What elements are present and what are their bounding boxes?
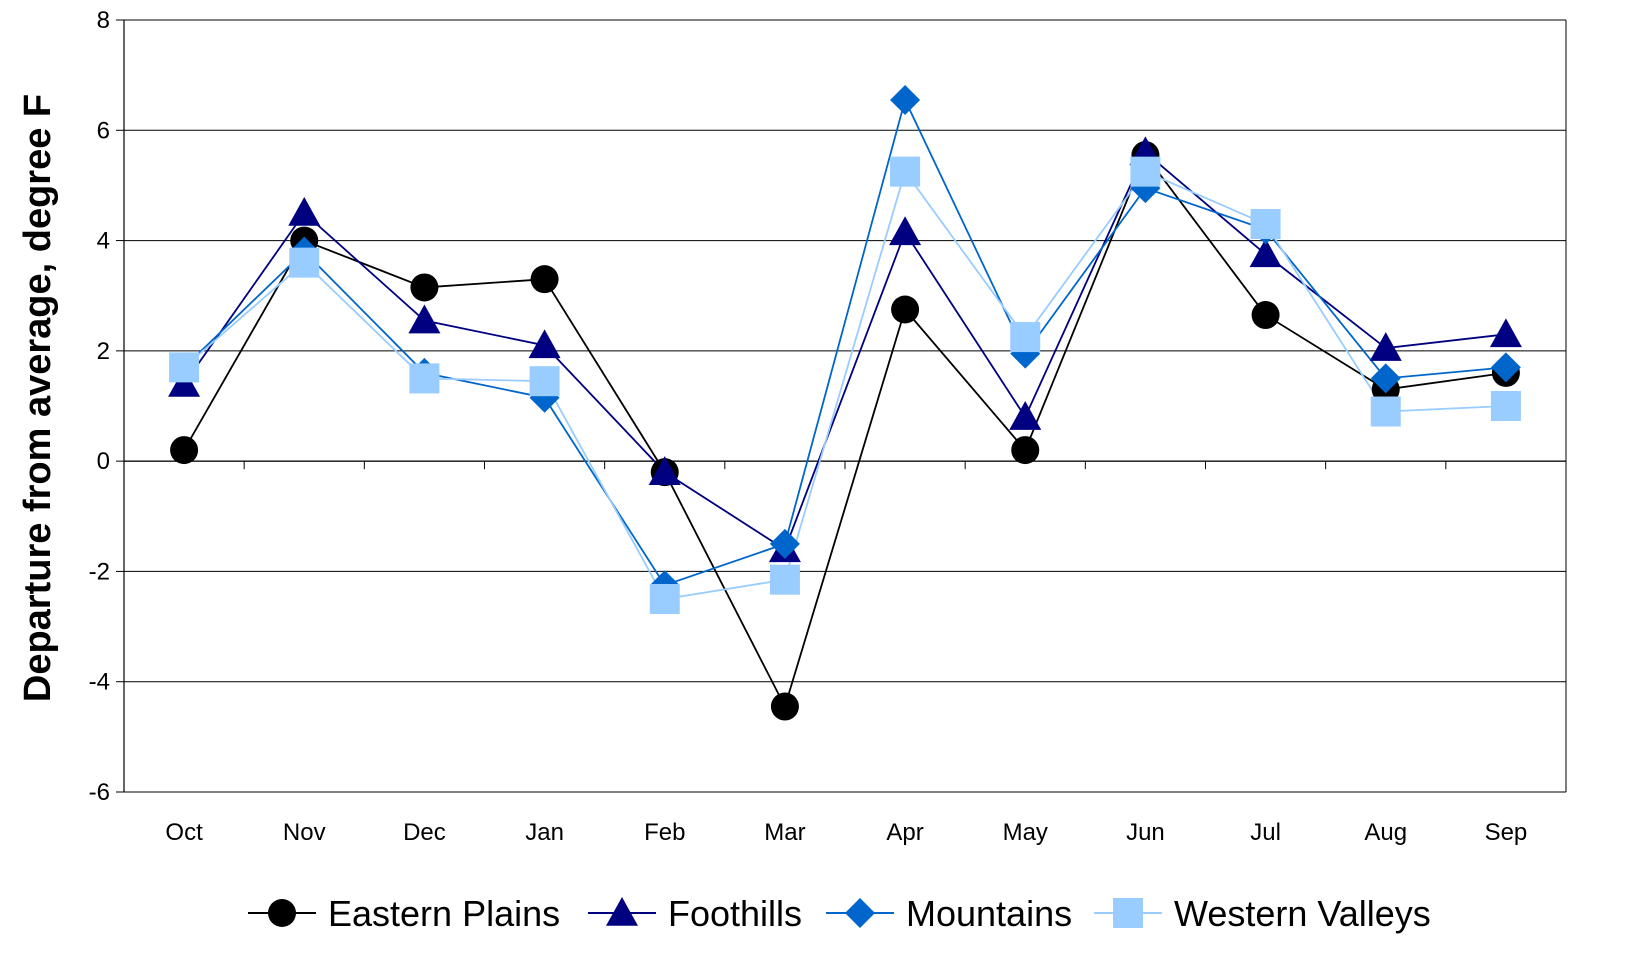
data-point [1490, 391, 1521, 421]
gridlines [124, 19, 1566, 793]
x-tick-label: Oct [165, 819, 203, 846]
data-point [289, 247, 320, 278]
data-point [890, 156, 921, 187]
legend-marker-icon [1113, 898, 1143, 928]
data-point [1011, 436, 1040, 465]
data-point [891, 295, 920, 324]
x-tick-label: Sep [1485, 819, 1528, 846]
series-points-eastern-plains [170, 141, 1520, 721]
legend-item-western-valleys: Western Valleys [1094, 893, 1431, 934]
legend-item-foothills: Foothills [588, 893, 802, 934]
data-point [1489, 318, 1522, 348]
series-lines [183, 97, 1507, 709]
series-line-eastern-plains [183, 153, 1507, 709]
y-tick-label: 8 [97, 7, 110, 34]
data-point [170, 436, 199, 465]
data-point [1009, 401, 1042, 430]
legend-label: Foothills [668, 893, 802, 934]
data-point [530, 265, 559, 294]
data-point [529, 366, 560, 397]
x-tick-label: Apr [886, 819, 923, 846]
legend-marker-icon [606, 897, 638, 926]
y-tick-label: 0 [97, 448, 110, 475]
legend-label: Mountains [906, 893, 1072, 934]
data-point [409, 363, 440, 394]
x-tick-label: Nov [283, 819, 326, 846]
x-tick-label: May [1003, 819, 1048, 846]
data-point [1249, 238, 1282, 268]
data-point [1250, 209, 1281, 240]
y-tick-label: -4 [89, 669, 110, 696]
legend: Eastern Plains Foothills Mountains Western … [248, 893, 1431, 934]
data-point [648, 456, 681, 485]
legend-label: Western Valleys [1174, 893, 1431, 934]
data-point [169, 352, 200, 383]
y-tick-label: 6 [97, 117, 110, 144]
series-points-foothills [168, 136, 1522, 563]
data-point [1490, 352, 1521, 383]
data-point [769, 564, 800, 595]
series-points-mountains [169, 84, 1521, 601]
data-point [528, 329, 561, 359]
x-tick-label: Dec [403, 819, 446, 846]
data-point [410, 273, 439, 302]
data-point [288, 197, 321, 226]
x-tick-label: Jul [1250, 819, 1281, 846]
tick-labels: -6 -4 -2 0 2 4 6 8 Oct Nov Dec Jan Feb Mar Apr May Jun Ju… [89, 7, 1528, 846]
legend-marker-icon [268, 899, 296, 927]
y-tick-label: -2 [89, 558, 110, 585]
y-tick-label: -6 [89, 779, 110, 806]
series-line-western-valleys [183, 169, 1506, 600]
series-markers [168, 84, 1522, 721]
data-point [1130, 156, 1161, 187]
data-point [408, 304, 441, 334]
data-point [1370, 396, 1401, 427]
x-tick-label: Jun [1126, 819, 1165, 846]
data-point [770, 692, 799, 721]
series-line-mountains [183, 97, 1506, 587]
x-tick-label: Mar [764, 819, 805, 846]
data-point [769, 528, 800, 559]
data-point [1369, 332, 1402, 361]
legend-label: Eastern Plains [328, 893, 560, 934]
series-line-foothills [183, 150, 1507, 551]
data-point [1251, 301, 1280, 330]
data-point [649, 584, 680, 614]
data-point [890, 84, 921, 115]
legend-marker-icon [845, 898, 875, 928]
data-point [889, 216, 922, 246]
y-tick-label: 2 [97, 338, 110, 365]
y-tick-label: 4 [97, 228, 110, 255]
data-point [1010, 322, 1041, 353]
x-tick-label: Feb [644, 819, 685, 846]
y-axis-title: Departure from average, degree F [17, 94, 59, 702]
axes [116, 19, 1567, 793]
series-points-western-valleys [169, 156, 1521, 614]
x-tick-label: Jan [525, 819, 564, 846]
x-tick-label: Aug [1364, 819, 1407, 846]
legend-item-eastern-plains: Eastern Plains [248, 893, 560, 934]
data-point [1370, 363, 1401, 394]
legend-item-mountains: Mountains [826, 893, 1072, 934]
